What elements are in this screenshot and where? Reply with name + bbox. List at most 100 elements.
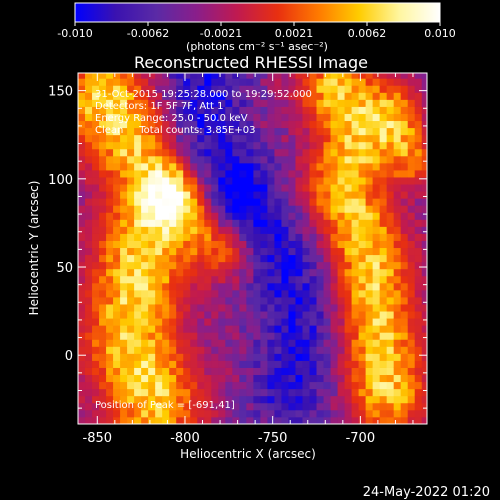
heatmap-cell <box>148 388 156 397</box>
heatmap-cell <box>421 177 427 185</box>
heatmap-cell <box>386 254 395 263</box>
heatmap-cell <box>183 282 191 291</box>
heatmap-cell <box>190 388 198 397</box>
heatmap-cell <box>113 233 121 241</box>
heatmap-cell <box>211 304 219 312</box>
heatmap-cell <box>358 92 367 100</box>
heatmap-cell <box>92 141 100 150</box>
heatmap-cell <box>316 127 324 136</box>
heatmap-cell <box>372 240 381 249</box>
heatmap-cell <box>344 318 352 326</box>
heatmap-cell <box>253 155 261 164</box>
heatmap-cell <box>169 191 177 199</box>
heatmap-cell <box>365 212 374 220</box>
heatmap-cell <box>99 219 107 227</box>
heatmap-cell <box>372 219 381 227</box>
heatmap-cell <box>246 219 254 227</box>
heatmap-cell <box>302 254 310 263</box>
heatmap-cell <box>358 318 367 326</box>
heatmap-cell <box>85 141 93 150</box>
heatmap-cell <box>99 346 107 354</box>
heatmap-cell <box>120 127 128 136</box>
heatmap-cell <box>204 297 212 305</box>
heatmap-cell <box>127 360 135 368</box>
heatmap-cell <box>218 360 226 368</box>
heatmap-cell <box>197 113 205 122</box>
heatmap-cell <box>134 297 142 305</box>
heatmap-cell <box>393 247 402 256</box>
heatmap-cell <box>120 184 128 192</box>
heatmap-cell <box>225 162 233 171</box>
heatmap-cell <box>218 304 226 312</box>
heatmap-cell <box>190 339 198 347</box>
heatmap-cell <box>351 388 360 397</box>
heatmap-cell <box>330 261 338 270</box>
heatmap-cell <box>113 134 121 143</box>
heatmap-cell <box>337 261 345 270</box>
heatmap-cell <box>148 261 156 270</box>
heatmap-cell <box>155 99 163 107</box>
heatmap-cell <box>197 311 205 319</box>
heatmap-cell <box>414 184 423 192</box>
heatmap-cell <box>323 226 331 234</box>
heatmap-cell <box>316 367 324 376</box>
heatmap-cell <box>225 99 233 107</box>
heatmap-cell <box>407 339 416 347</box>
heatmap-cell <box>183 233 191 241</box>
heatmap-cell <box>162 409 170 418</box>
heatmap-cell <box>176 402 184 411</box>
heatmap-cell <box>162 318 170 326</box>
heatmap-cell <box>337 233 345 241</box>
heatmap-cell <box>337 353 345 361</box>
heatmap-cell <box>372 198 381 206</box>
heatmap-cell <box>169 282 177 291</box>
heatmap-cell <box>85 353 93 361</box>
heatmap-cell <box>337 240 345 249</box>
heatmap-cell <box>113 141 121 150</box>
heatmap-cell <box>407 268 416 277</box>
heatmap-cell <box>162 282 170 291</box>
heatmap-cell <box>344 304 352 312</box>
heatmap-cell <box>78 226 86 234</box>
heatmap-cell <box>218 106 226 114</box>
heatmap-cell <box>421 388 427 397</box>
heatmap-cell <box>253 297 261 305</box>
heatmap-cell <box>393 162 402 171</box>
heatmap-cell <box>92 78 100 86</box>
heatmap-cell <box>197 247 205 256</box>
heatmap-cell <box>155 113 163 122</box>
heatmap-cell <box>344 297 352 305</box>
heatmap-cell <box>113 325 121 333</box>
heatmap-cell <box>218 120 226 129</box>
y-tick-label: 100 <box>48 173 73 188</box>
heatmap-cell <box>253 304 261 312</box>
heatmap-cell <box>134 374 142 383</box>
heatmap-cell <box>85 367 93 376</box>
heatmap-cell <box>120 268 128 277</box>
heatmap-cell <box>330 212 338 220</box>
heatmap-cell <box>407 134 416 143</box>
heatmap-cell <box>78 402 86 411</box>
heatmap-cell <box>169 416 177 424</box>
heatmap-cell <box>239 141 247 150</box>
heatmap-cell <box>169 106 177 114</box>
heatmap-cell <box>267 402 275 411</box>
heatmap-cell <box>365 367 374 376</box>
heatmap-cell <box>239 353 247 361</box>
heatmap-cell <box>78 388 86 397</box>
heatmap-cell <box>365 416 374 424</box>
heatmap-cell <box>120 92 128 100</box>
heatmap-cell <box>239 205 247 213</box>
heatmap-cell <box>204 374 212 383</box>
heatmap-cell <box>274 339 282 347</box>
heatmap-cell <box>316 141 324 150</box>
heatmap-cell <box>393 374 402 383</box>
heatmap-cell <box>386 73 395 79</box>
heatmap-cell <box>253 233 261 241</box>
heatmap-cell <box>337 106 345 114</box>
heatmap-cell <box>316 148 324 157</box>
heatmap-cell <box>323 148 331 157</box>
heatmap-cell <box>176 268 184 277</box>
heatmap-cell <box>407 289 416 298</box>
heatmap-cell <box>260 289 268 298</box>
